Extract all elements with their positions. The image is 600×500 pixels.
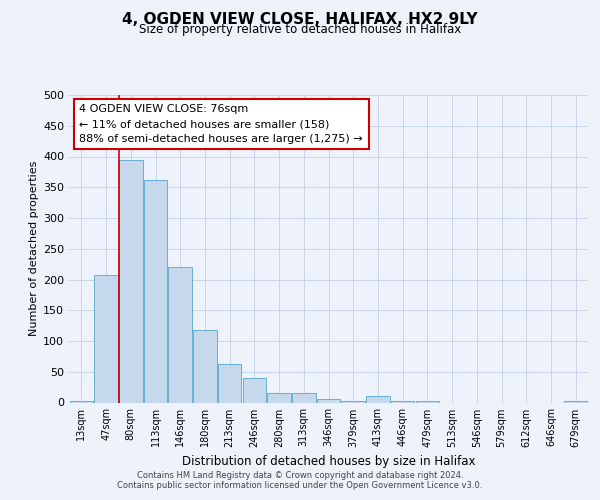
Bar	[169, 267, 192, 402]
Bar	[242, 378, 266, 402]
Text: 4, OGDEN VIEW CLOSE, HALIFAX, HX2 9LY: 4, OGDEN VIEW CLOSE, HALIFAX, HX2 9LY	[122, 12, 478, 28]
Bar	[193, 330, 217, 402]
Text: 4 OGDEN VIEW CLOSE: 76sqm
← 11% of detached houses are smaller (158)
88% of semi: 4 OGDEN VIEW CLOSE: 76sqm ← 11% of detac…	[79, 104, 363, 144]
Bar	[268, 394, 291, 402]
Bar	[218, 364, 241, 403]
X-axis label: Distribution of detached houses by size in Halifax: Distribution of detached houses by size …	[182, 455, 475, 468]
Bar	[119, 160, 143, 402]
Y-axis label: Number of detached properties: Number of detached properties	[29, 161, 39, 336]
Bar	[144, 180, 167, 402]
Bar	[317, 400, 340, 402]
Bar	[366, 396, 389, 402]
Text: Size of property relative to detached houses in Halifax: Size of property relative to detached ho…	[139, 22, 461, 36]
Bar	[292, 394, 316, 402]
Bar	[94, 275, 118, 402]
Text: Contains public sector information licensed under the Open Government Licence v3: Contains public sector information licen…	[118, 481, 482, 490]
Text: Contains HM Land Registry data © Crown copyright and database right 2024.: Contains HM Land Registry data © Crown c…	[137, 471, 463, 480]
